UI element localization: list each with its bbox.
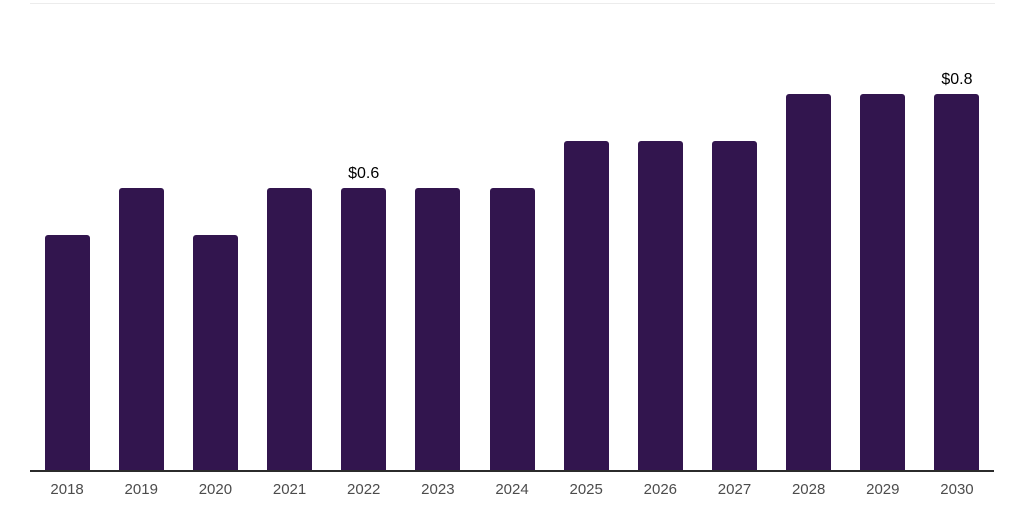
x-tick-label: 2027 [717,481,752,498]
x-tick-label: 2020 [198,481,233,498]
bar-column [252,0,326,470]
bar-column [846,0,920,470]
bar-value-label: $0.8 [941,71,973,88]
x-tick-label: 2022 [347,481,381,498]
bar-2030 [934,94,980,470]
bar-column: $0.6 [327,0,401,470]
x-tick-label: 2030 [940,481,974,498]
bar-2022 [341,188,387,470]
x-tick-label: 2024 [495,481,529,498]
bar-2025 [563,141,609,470]
x-tick-label: 2019 [124,481,158,498]
x-tick-label: 2023 [421,481,455,498]
bar-2018 [44,235,90,470]
x-tick-label: 2021 [272,481,307,498]
bar-column [104,0,178,470]
bar-column [475,0,549,470]
bar-column: $0.8 [920,0,994,470]
bar-2020 [192,235,238,470]
bar-column [401,0,475,470]
x-tick-label: 2029 [866,481,900,498]
x-tick-label: 2028 [791,481,826,498]
bar-2019 [118,188,164,470]
x-axis-line [30,470,994,472]
bar-2029 [860,94,906,470]
x-tick-label: 2026 [643,481,678,498]
bar-column [30,0,104,470]
x-tick-label: 2025 [569,481,603,498]
x-tick-label: 2018 [50,481,84,498]
bar-2026 [637,141,683,470]
bar-value-label: $0.6 [348,165,380,182]
bar-2023 [415,188,461,470]
bar-2024 [489,188,535,470]
top-divider-line [30,3,995,4]
bar-column [178,0,252,470]
bar-column [772,0,846,470]
bar-column [549,0,623,470]
bar-column [697,0,771,470]
bar-2028 [786,94,832,470]
bar-2021 [267,188,313,470]
bar-column [623,0,697,470]
plot-area: $0.6 $0.8 [30,0,994,470]
bar-2027 [711,141,757,470]
x-axis-labels: 2018 2019 2020 2021 2022 2023 2024 2025 2026 2027… [30,481,994,498]
